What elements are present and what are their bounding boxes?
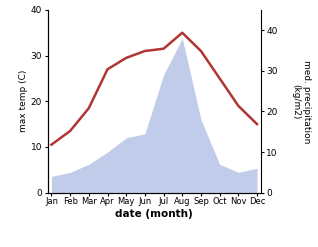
X-axis label: date (month): date (month) <box>115 209 193 219</box>
Y-axis label: med. precipitation
(kg/m2): med. precipitation (kg/m2) <box>292 60 311 143</box>
Y-axis label: max temp (C): max temp (C) <box>19 70 28 132</box>
